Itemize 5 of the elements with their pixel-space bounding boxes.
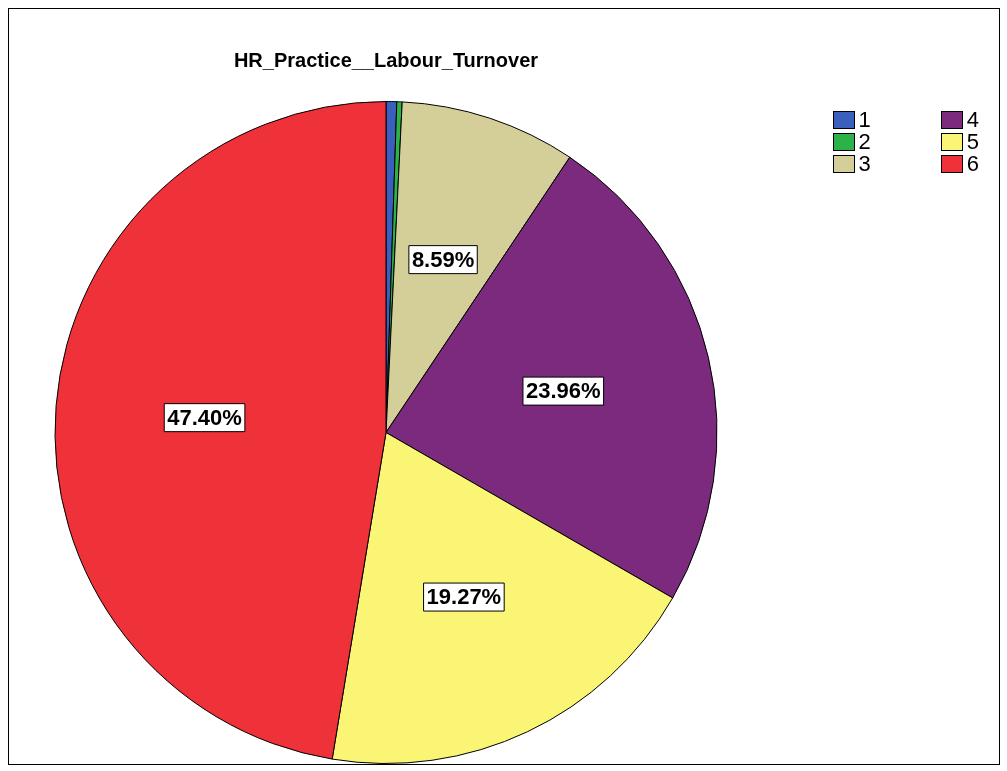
data-label: 8.59% [411, 246, 475, 272]
data-label: 23.96% [525, 378, 601, 404]
chart-title: HR_Practice__Labour_Turnover [233, 48, 539, 71]
data-label: 19.27% [426, 584, 502, 610]
data-label: 47.40% [167, 404, 242, 430]
